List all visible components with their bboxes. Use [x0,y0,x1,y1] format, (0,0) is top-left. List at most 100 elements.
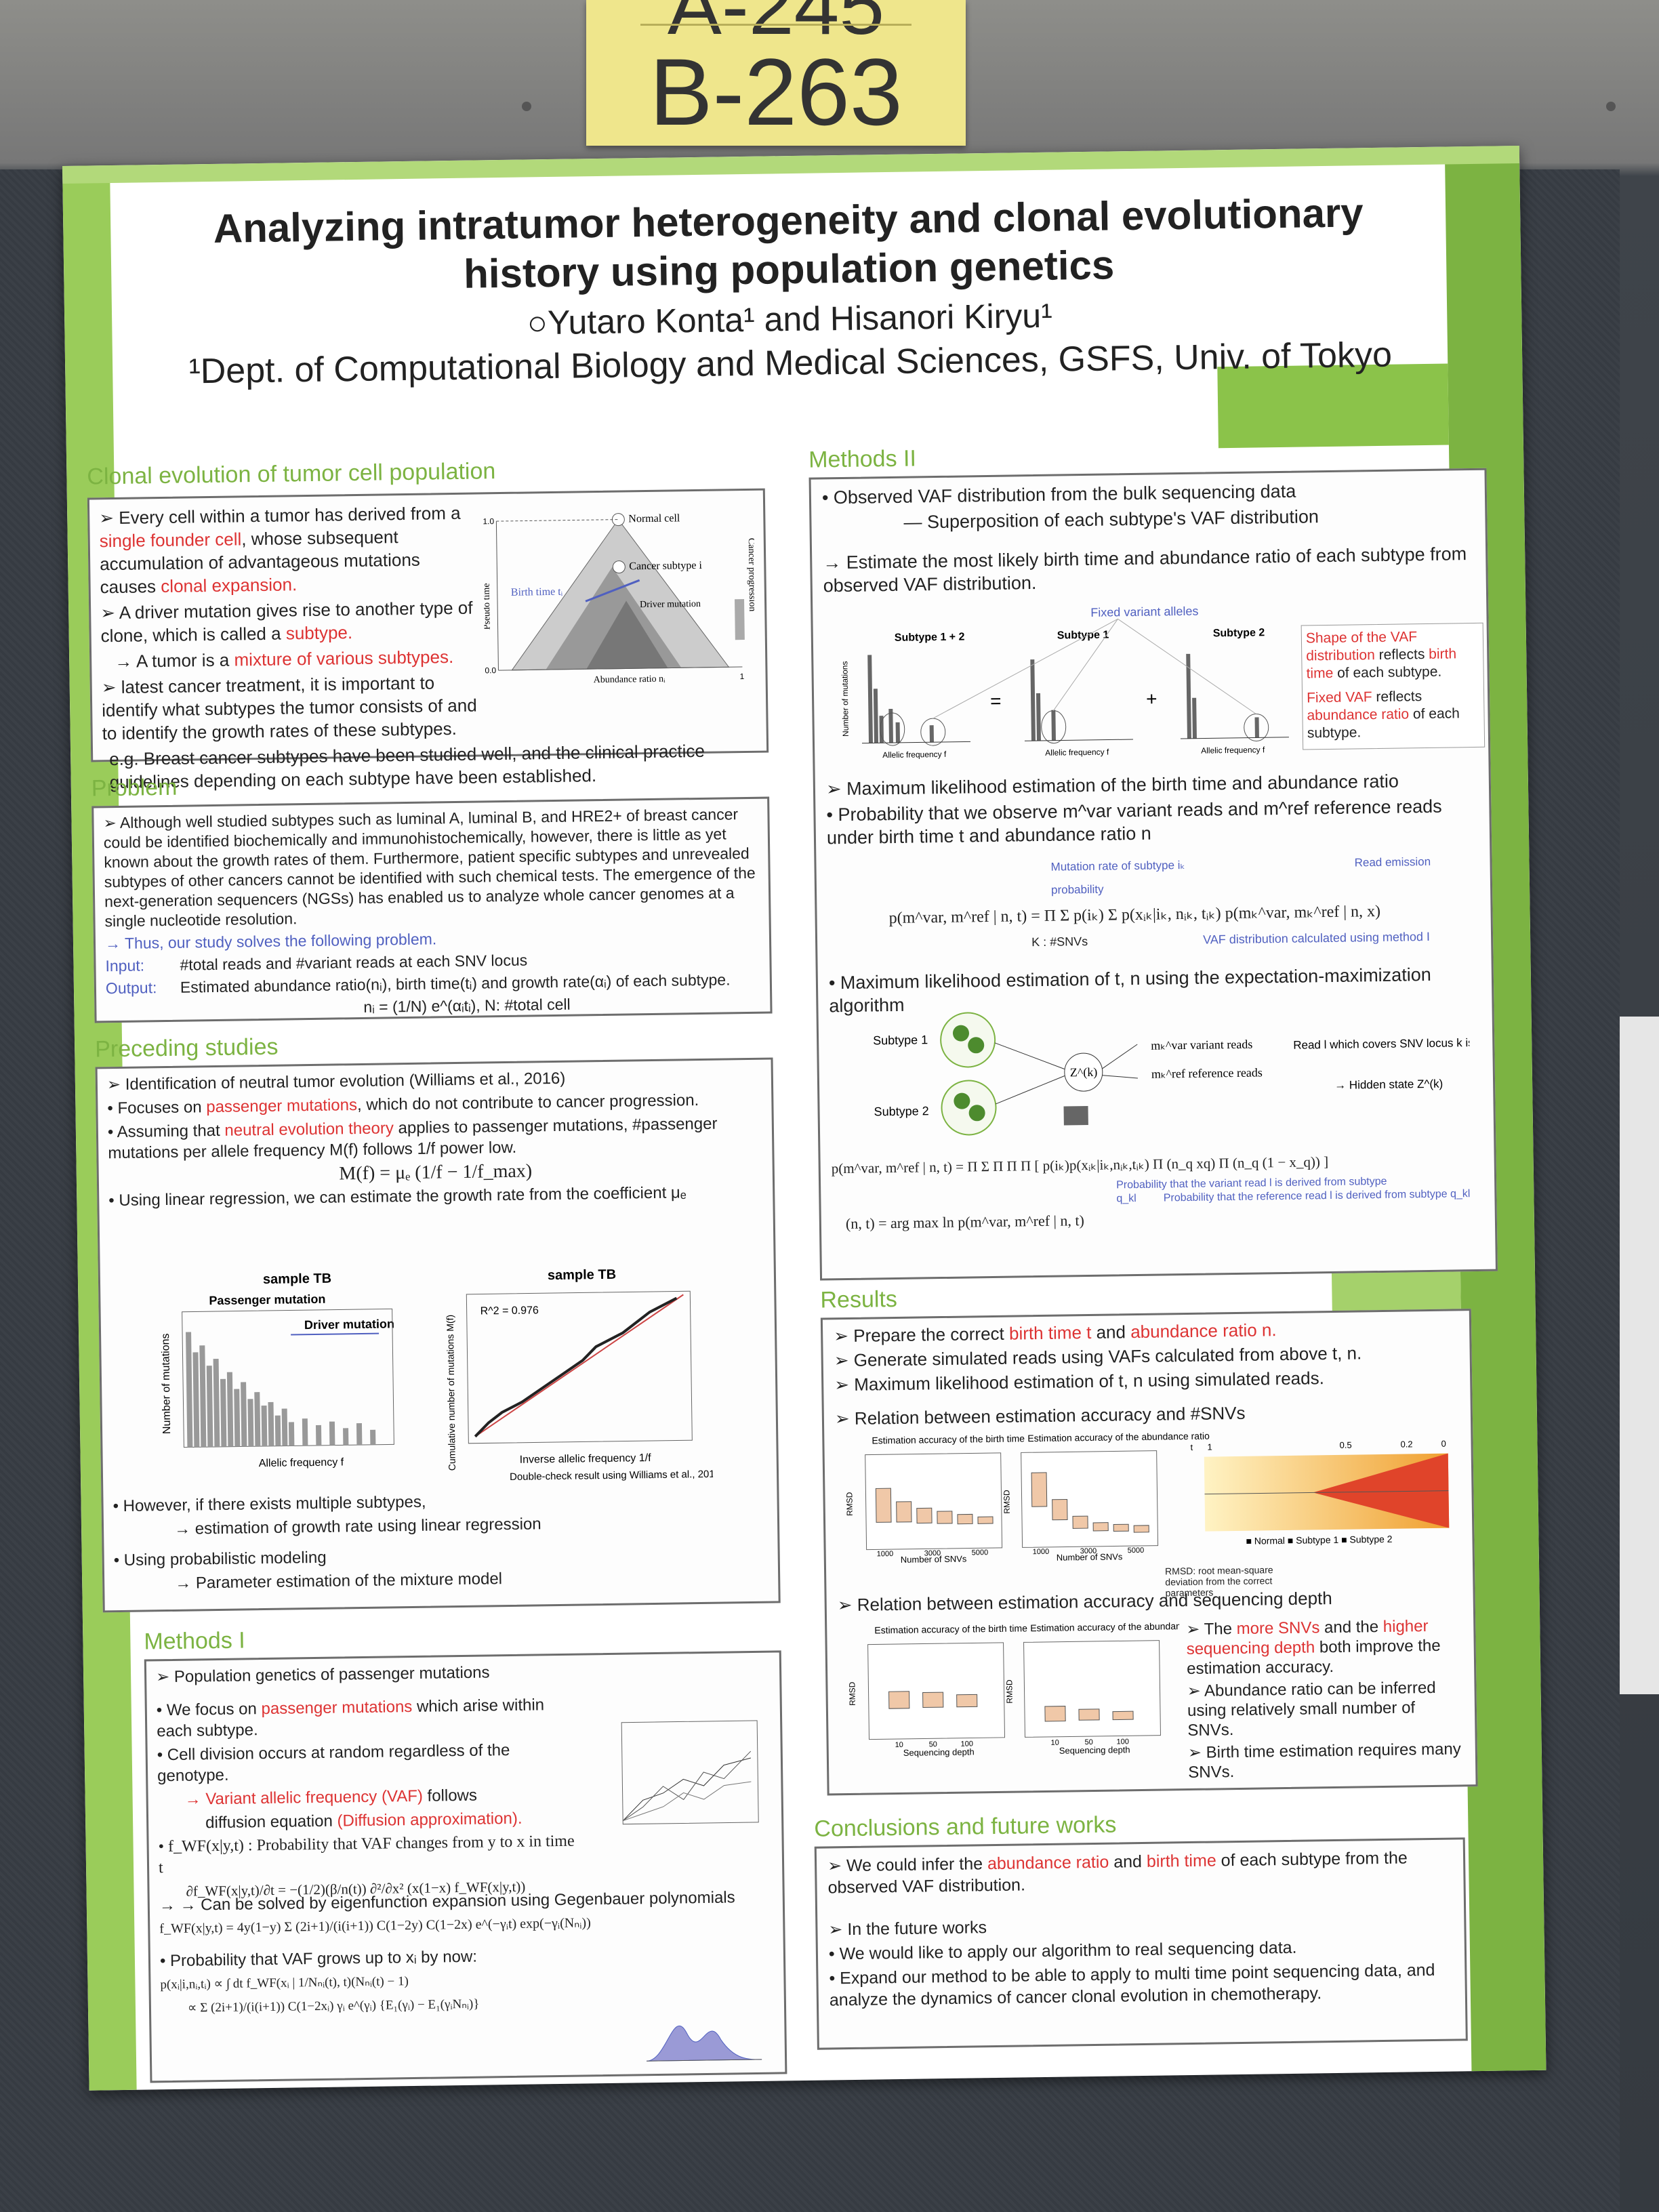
subtype2-icon [941,1080,997,1136]
text-line: Identification of neutral tumor evolutio… [125,1069,566,1094]
fig-label-passenger: Passenger mutation [209,1292,325,1307]
hist-title: Subtype 1 + 2 [895,631,965,643]
section-heading-clonal: Clonal evolution of tumor cell populatio… [87,458,496,490]
section-problem: ➢ Although well studied subtypes such as… [91,796,773,1023]
text-line: e.g. Breast cancer subtypes have been st… [109,740,705,793]
regression-line [474,1294,684,1437]
text-line: and [1113,1852,1143,1872]
vaf-note-box: Shape of the VAF distribution reflects b… [1300,622,1486,750]
axis-label: Number of SNVs [901,1554,967,1565]
highlight-text: single founder cell [99,529,242,552]
highlight-text: abundance ratio n. [1130,1319,1277,1343]
highlight-text: more SNVs [1236,1618,1320,1639]
text-line: Generate simulated reads using VAFs calc… [853,1343,1362,1370]
axis-tick: 3000 [1080,1547,1097,1555]
hist-title: Subtype 2 [1213,627,1265,639]
label-subtype1: Subtype 1 [873,1033,928,1047]
axis-tick: 1 [1207,1441,1212,1452]
plot-legend: ■ Normal ■ Subtype 1 ■ Subtype 2 [1246,1534,1392,1547]
density-shape [647,2026,762,2062]
axis-label: RMSD [847,1681,857,1706]
axis-label: Number of mutations [840,661,851,737]
wall-screw [522,102,531,111]
plot-frame [1021,1450,1159,1548]
axis-label: Allelic frequency f [1201,745,1265,755]
section-heading-preceding: Preceding studies [94,1033,279,1063]
results-conclusions: ➢ The more SNVs and the higher sequencin… [1186,1617,1461,1782]
progression-arrow [735,599,745,640]
preceding-figures: sample TB Passenger mutation Driver muta… [160,1267,713,1483]
snv-accuracy-plots: Estimation accuracy of the birth time Es… [844,1431,1450,1565]
text-line: Probability that we observe m^var varian… [826,796,1442,848]
label-birth-time: Birth time tᵢ [511,586,563,598]
label-reference-reads: mₖ^ref reference reads [1151,1065,1263,1080]
text-line: → A tumor is a [115,649,230,672]
axis-label: Sequencing depth [903,1746,975,1757]
text-line: → estimation of growth rate using linear… [173,1515,541,1538]
text-line: Maximum likelihood estimation of the bir… [846,771,1399,799]
formula: ∝ Σ (2i+1)/(i(i+1)) C(1−2xᵢ) γᵢ e^(γᵢ) {… [187,1996,480,2015]
fig-r2: R^2 = 0.976 [480,1305,539,1317]
axis-label: Pseudo time [483,583,493,630]
section-preceding-studies: ➢ Identification of neutral tumor evolut… [95,1057,781,1613]
depth-accuracy-plots: Estimation accuracy of the birth time Es… [847,1620,1181,1758]
text-line: , which do not contribute to cancer prog… [356,1091,699,1115]
axis-tick: 100 [961,1740,974,1748]
boxplots [875,1472,1149,1533]
subtype-wedge [1313,1453,1450,1528]
hist-title: Subtype 1 [1057,630,1109,642]
highlight-text: birth time t [1008,1322,1092,1344]
label-variant-reads: mₖ^var variant reads [1151,1038,1252,1052]
birth-time-arrow [585,579,640,602]
text-line: diffusion equation [205,1811,333,1832]
highlight-text: Fixed VAF [1306,689,1372,706]
poster-number-sign: A-245 B-263 [586,0,966,146]
label-z: Z^(k) [1070,1065,1098,1080]
highlight-text: abundance ratio [987,1852,1109,1874]
sequencer-icon [1063,1106,1088,1126]
hidden-state-node [1064,1052,1103,1092]
axis-label: RMSD [844,1492,854,1516]
vaf-histograms: Fixed variant alleles Subtype 1 + 2 Subt… [840,605,1289,760]
text-line: Relation between estimation accuracy and… [854,1402,1246,1429]
axis-label: RMSD [1002,1490,1011,1514]
text-line: Although well studied subtypes such as l… [103,805,756,930]
highlight-text: (Diffusion approximation). [337,1809,523,1830]
text-line: Birth time estimation requires many SNVs… [1188,1740,1461,1782]
axis-tick: t [1190,1442,1193,1452]
axis-tick: 10 [1051,1739,1059,1747]
text-line: Maximum likelihood estimation of t, n us… [854,1368,1325,1395]
text-line: Focuses on [117,1098,202,1118]
text-line: #total reads and #variant reads at each … [180,951,528,974]
fig-title: sample TB [263,1271,331,1287]
text-line: → Estimate the most likely birth time an… [823,544,1467,596]
axis-label: Cumulative number of mutations M(f) [445,1315,457,1471]
text-line: Observed VAF distribution from the bulk … [833,480,1296,508]
text-line: However, if there exists multiple subtyp… [123,1492,426,1515]
plot-frame [1023,1640,1161,1738]
annotation: Mutation rate of subtype iₖ [1050,858,1185,874]
axis-tick: 0.2 [1400,1439,1412,1449]
text-line: of each subtype. [1337,663,1442,681]
text-line: Relation between estimation accuracy and… [857,1588,1332,1615]
plot-title: Estimation accuracy of the birth time [874,1622,1027,1635]
boxplots [888,1691,1134,1722]
vaf-trajectory-plot [621,1720,759,1825]
wall-screw [1606,102,1616,111]
highlight-text: abundance ratio [1307,706,1410,724]
label-fixed-alleles: Fixed variant alleles [1090,605,1198,619]
highlight-text: clonal expansion. [161,574,298,597]
poster-header: Analyzing intratumor heterogeneity and c… [144,188,1435,393]
text-line: → Parameter estimation of the mixture mo… [175,1570,503,1593]
driver-arrow [291,1332,380,1336]
label-abundance: Abundance ratio nᵢ [594,674,666,685]
text-line: f_WF(x|y,t) : Probability that VAF chang… [158,1832,575,1877]
subtype-cell-icon [612,560,626,574]
axis-tick: 0.0 [485,665,496,675]
section-conclusions: ➢ We could infer the abundance ratio and… [814,1837,1468,2050]
label-normal-cell: Normal cell [628,512,680,525]
highlight-text: passenger mutations [261,1698,413,1719]
text-line: Estimated abundance ratio(nᵢ), birth tim… [180,970,731,996]
axis-label: RMSD [1004,1679,1014,1704]
text-line: We focus on [166,1700,258,1720]
